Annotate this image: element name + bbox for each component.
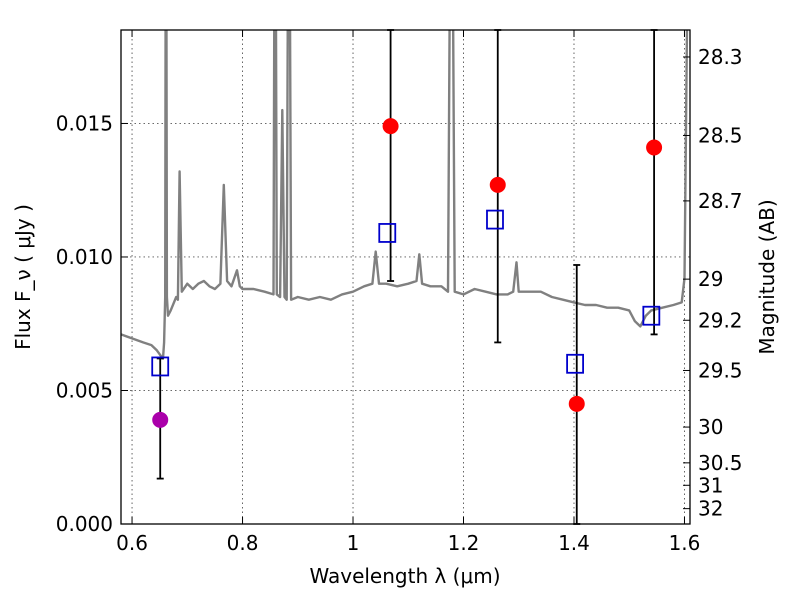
right-tick-label: 28.7 [698,189,743,213]
model-point [642,305,661,326]
right-tick-label: 29 [698,267,723,291]
right-tick-label: 28.3 [698,45,743,69]
x-tick-label: 1.2 [448,531,480,555]
y-tick-label: 0.010 [56,245,113,269]
axis-ticks: 0.6 0.8 1 1.2 1.4 1.6 0.000 0.005 0.010 0.015 28.3… [56,30,743,555]
grid-lines [121,30,690,524]
right-tick-label: 32 [698,497,723,521]
right-axis-label: Magnitude (AB) [755,199,779,354]
spectrum-line [121,30,689,360]
plot-frame [120,29,691,525]
y-tick-label: 0.015 [56,111,113,135]
data-markers [151,118,663,428]
right-tick-label: 29.5 [698,358,743,382]
x-axis-label: Wavelength λ (μm) [309,564,500,588]
y-tick-label: 0.000 [56,512,113,536]
observed-point [568,395,585,412]
model-point [151,356,170,377]
right-tick-label: 28.5 [698,123,743,147]
x-tick-label: 0.8 [227,531,259,555]
observed-point [646,139,663,156]
right-tick-label: 30.5 [698,451,743,475]
observed-point [489,176,506,193]
x-tick-label: 1.4 [558,531,590,555]
right-tick-label: 30 [698,415,723,439]
model-point [486,209,504,230]
right-tick-label: 31 [698,473,723,497]
y-axis-label: Flux F_ν ( μJy ) [11,204,35,350]
spectrum [121,30,689,360]
model-point [378,223,397,243]
model-point [566,353,584,374]
y-tick-label: 0.005 [56,378,113,402]
x-tick-label: 1.6 [669,531,701,555]
x-tick-label: 1 [347,531,360,555]
observed-point [382,118,399,135]
x-tick-label: 0.6 [116,531,148,555]
observed-point [152,411,169,428]
right-tick-label: 29.2 [698,308,743,332]
